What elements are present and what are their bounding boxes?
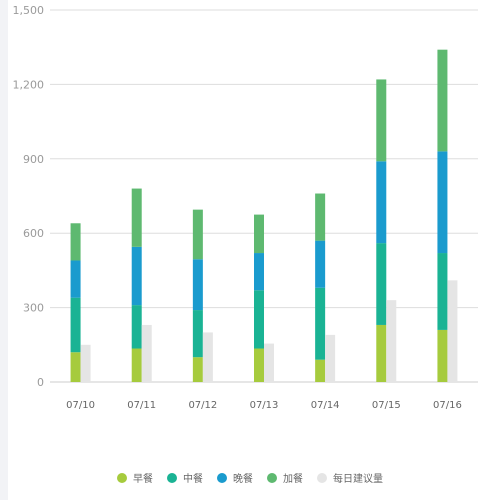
x-tick-label: 07/16 (433, 400, 462, 411)
bar-segment (70, 352, 81, 382)
legend-label: 中餐 (183, 474, 203, 485)
left-edge-strip (0, 0, 8, 500)
bar-segment (192, 357, 203, 382)
bar-segment (131, 305, 142, 349)
bar-segment (131, 188, 142, 247)
bar-segment (131, 348, 142, 382)
legend-marker (167, 472, 177, 483)
legend-marker (267, 472, 277, 483)
y-tick-label: 300 (23, 302, 44, 315)
bar-segment (315, 193, 326, 241)
legend-item[interactable]: 晚餐 (217, 470, 253, 485)
bar-segment (192, 209, 203, 260)
y-tick-label: 1,200 (13, 78, 45, 91)
legend-label: 晚餐 (233, 474, 253, 485)
bar-recommended (447, 280, 458, 382)
y-tick-label: 600 (23, 227, 44, 240)
bar-segment (376, 324, 387, 382)
y-tick-label: 1,500 (13, 4, 45, 17)
bar-segment (254, 290, 264, 349)
bar-segment (70, 297, 81, 353)
bar-recommended (264, 343, 274, 382)
bar-recommended (325, 334, 336, 382)
bar-segment (192, 310, 203, 358)
legend-label: 每日建议量 (333, 474, 383, 485)
x-tick-label: 07/10 (66, 400, 95, 411)
bar-segment (131, 246, 142, 306)
bar-segment (437, 329, 448, 382)
bar-segment (192, 259, 203, 311)
bar-segment (376, 79, 387, 162)
bar-segment (315, 359, 326, 382)
legend-item[interactable]: 每日建议量 (317, 470, 383, 485)
y-tick-label: 0 (37, 376, 44, 389)
legend-label: 加餐 (283, 474, 303, 485)
legend-item[interactable]: 中餐 (167, 470, 203, 485)
x-tick-label: 07/13 (250, 400, 279, 411)
bar-recommended (202, 332, 213, 382)
bar-segment (437, 253, 448, 330)
stacked-bar-chart: 0 300 600 900 1,200 1,500 07/10 07/11 07/12 07/13… (13, 4, 478, 411)
bar-segment (315, 287, 326, 360)
bar-segment (376, 243, 387, 325)
bar-segment (70, 223, 81, 261)
bar-recommended (80, 344, 91, 382)
x-tick-label: 07/15 (372, 400, 401, 411)
legend-item[interactable]: 早餐 (117, 470, 153, 485)
chart-legend: 早餐 中餐 晚餐 加餐 每日建议量 (0, 470, 500, 485)
legend-marker (217, 472, 227, 483)
bar-segment (437, 49, 448, 152)
bar-segment (437, 151, 448, 254)
x-tick-label: 07/12 (188, 400, 217, 411)
legend-item[interactable]: 加餐 (267, 470, 303, 485)
bar-segment (70, 260, 81, 298)
legend-marker (317, 472, 327, 483)
bar-segment (315, 240, 326, 288)
legend-marker (117, 472, 127, 483)
legend-label: 早餐 (133, 474, 153, 485)
x-tick-label: 07/14 (311, 400, 340, 411)
bar-recommended (141, 324, 152, 382)
bar-segment (254, 214, 264, 254)
y-tick-label: 900 (23, 153, 44, 166)
bar-segment (376, 161, 387, 244)
bar-segment (254, 348, 264, 382)
bar-segment (254, 253, 264, 291)
bar-recommended (386, 300, 397, 382)
x-tick-label: 07/11 (127, 400, 156, 411)
